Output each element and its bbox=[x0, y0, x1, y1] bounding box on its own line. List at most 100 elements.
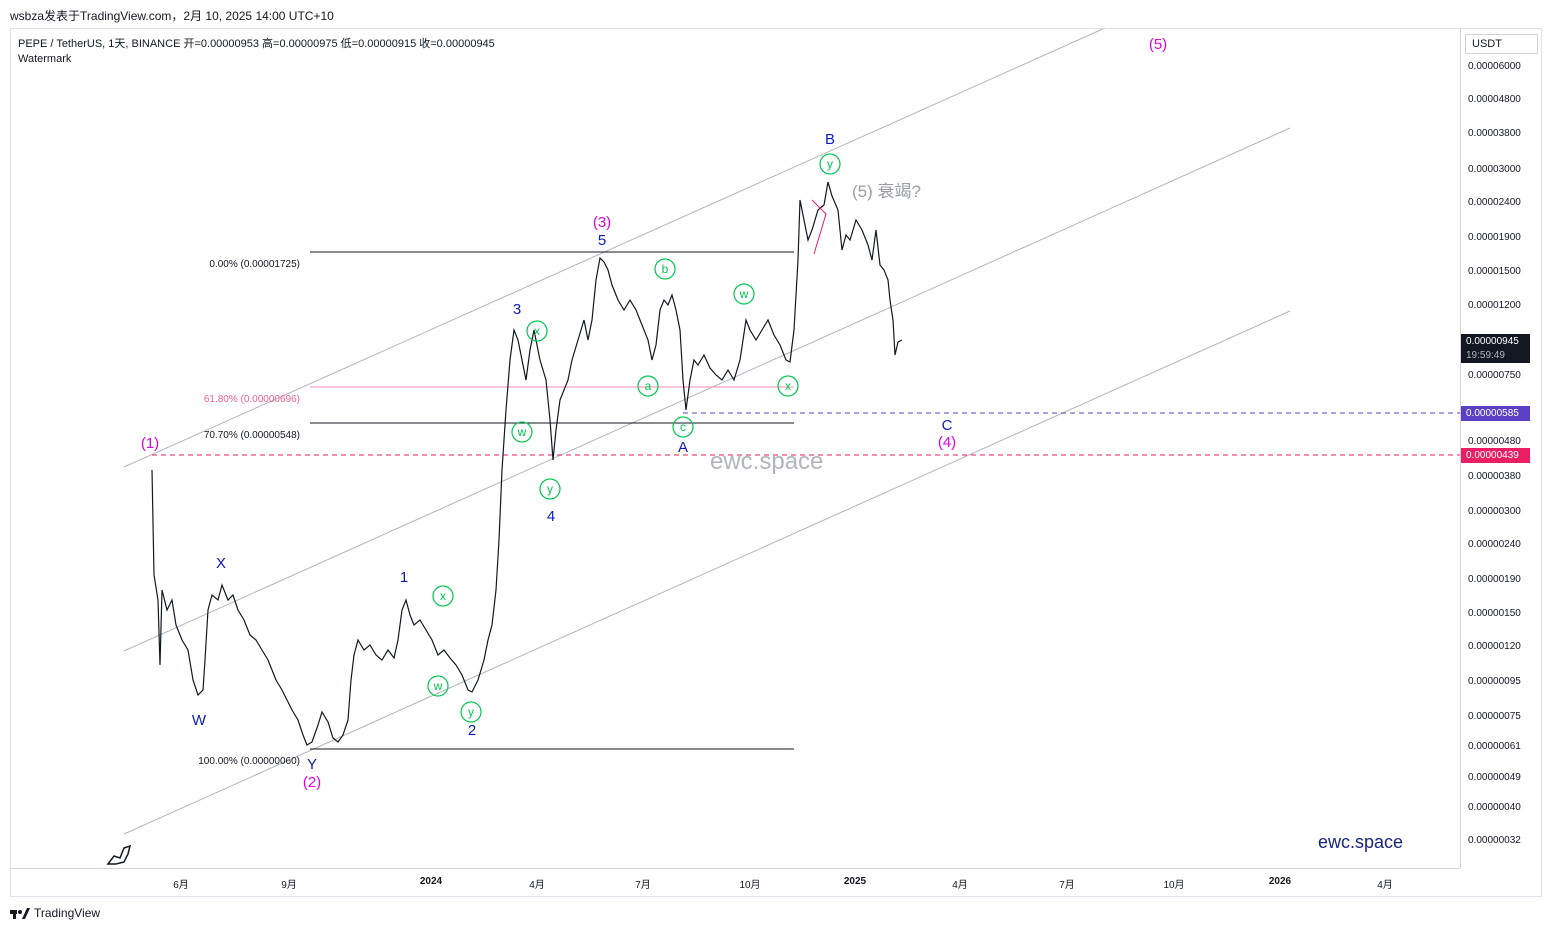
sub-wave-circle-x3 bbox=[777, 375, 799, 397]
fib-label-0: 0.00% (0.00001725) bbox=[209, 259, 300, 270]
fib-label-618: 61.80% (0.00000696) bbox=[204, 394, 300, 405]
exhaustion-annotation: (5) 衰竭? bbox=[852, 182, 921, 201]
sub-wave-y3: y bbox=[827, 157, 833, 171]
watermark-label: Watermark bbox=[18, 53, 72, 65]
sub-wave-circle-w3 bbox=[733, 283, 755, 305]
sub-wave-w2: w bbox=[517, 425, 527, 439]
sub-wave-y1: y bbox=[468, 705, 474, 719]
price-tick: 0.00000120 bbox=[1468, 641, 1521, 652]
sub-wave-circle-a bbox=[637, 375, 659, 397]
pink-marker bbox=[811, 199, 827, 255]
price-candles bbox=[151, 181, 903, 746]
center-watermark: ewc.space bbox=[710, 448, 824, 475]
price-tick: 0.00001900 bbox=[1468, 232, 1521, 243]
sub-wave-circle-w1 bbox=[427, 675, 449, 697]
sub-wave-x2: x bbox=[534, 324, 540, 338]
wave-A-label: A bbox=[678, 439, 688, 456]
last-price-value: 0.00000945 bbox=[1466, 336, 1519, 347]
sub-wave-circle-c bbox=[672, 416, 694, 438]
sub-wave-c: c bbox=[680, 420, 686, 434]
price-tick: 0.00000049 bbox=[1468, 772, 1521, 783]
time-tick: 4月 bbox=[529, 880, 545, 891]
sub-wave-circle-y2 bbox=[539, 478, 561, 500]
price-tick: 0.00000150 bbox=[1468, 608, 1521, 619]
price-tick: 0.00000032 bbox=[1468, 835, 1521, 846]
tradingview-dino-icon[interactable] bbox=[106, 844, 132, 865]
price-tick: 0.00000040 bbox=[1468, 802, 1521, 813]
wave-minor-1-label: 1 bbox=[400, 569, 408, 586]
chart-frame bbox=[10, 28, 1542, 897]
time-tick: 10月 bbox=[739, 880, 761, 891]
price-tick: 0.00000380 bbox=[1468, 471, 1521, 482]
sub-wave-y2: y bbox=[547, 482, 553, 496]
channel-mid-line[interactable] bbox=[123, 127, 1291, 652]
channel-top-line[interactable] bbox=[123, 27, 1106, 468]
footer[interactable]: TradingView bbox=[10, 906, 100, 920]
level-tag-0439[interactable]: 0.00000439 bbox=[1461, 448, 1530, 463]
time-tick: 2024 bbox=[419, 876, 443, 887]
time-tick: 10月 bbox=[1163, 880, 1185, 891]
time-tick: 7月 bbox=[635, 880, 651, 891]
time-tick: 9月 bbox=[281, 880, 297, 891]
price-tick: 0.00000075 bbox=[1468, 711, 1521, 722]
price-tick: 0.00000750 bbox=[1468, 370, 1521, 381]
wave-minor-2-label: 2 bbox=[468, 722, 476, 739]
currency-selector[interactable]: USDT bbox=[1465, 34, 1538, 54]
sub-wave-a: a bbox=[645, 379, 652, 393]
time-tick: 2025 bbox=[843, 876, 867, 887]
wave-Y-label: Y bbox=[307, 756, 317, 773]
wave-C-label: C bbox=[942, 417, 953, 434]
wave-X-label: X bbox=[216, 555, 226, 572]
fib-label-100: 100.00% (0.00000060) bbox=[198, 756, 300, 767]
time-axis[interactable] bbox=[10, 868, 1460, 897]
time-tick: 4月 bbox=[1377, 880, 1393, 891]
wave-B-label: B bbox=[825, 131, 835, 148]
price-axis[interactable] bbox=[1460, 28, 1543, 868]
wave-minor-4-label: 4 bbox=[547, 508, 555, 525]
price-tick: 0.00001500 bbox=[1468, 266, 1521, 277]
price-tick: 0.00000240 bbox=[1468, 539, 1521, 550]
price-tick: 0.00000300 bbox=[1468, 506, 1521, 517]
wave-4-label: (4) bbox=[938, 434, 956, 451]
channel-bottom-line[interactable] bbox=[123, 310, 1291, 835]
price-tick: 0.00002400 bbox=[1468, 197, 1521, 208]
wave-5-label: (5) bbox=[1149, 36, 1167, 53]
price-tick: 0.00004800 bbox=[1468, 94, 1521, 105]
footer-brand: TradingView bbox=[34, 906, 101, 920]
candle-countdown: 19:59:49 bbox=[1466, 350, 1505, 361]
sub-wave-x1: x bbox=[440, 589, 446, 603]
wave-3-label: (3) bbox=[593, 214, 611, 231]
fib-label-707: 70.70% (0.00000548) bbox=[204, 430, 300, 441]
sub-wave-w3: w bbox=[739, 287, 749, 301]
price-tick: 0.00000061 bbox=[1468, 741, 1521, 752]
wave-minor-5-label: 5 bbox=[598, 232, 606, 249]
symbol-legend[interactable]: PEPE / TetherUS, 1天, BINANCE 开=0.0000095… bbox=[18, 38, 495, 50]
price-tick: 0.00000190 bbox=[1468, 574, 1521, 585]
sub-wave-circle-b bbox=[654, 258, 676, 280]
level-tag-0585[interactable]: 0.00000585 bbox=[1461, 406, 1530, 421]
sub-wave-circle-w2 bbox=[511, 421, 533, 443]
wave-2-label: (2) bbox=[303, 774, 321, 791]
sub-wave-x3: x bbox=[785, 379, 791, 393]
sub-wave-circle-x1 bbox=[432, 585, 454, 607]
sub-wave-b: b bbox=[662, 262, 669, 276]
wave-minor-3-label: 3 bbox=[513, 301, 521, 318]
price-tick: 0.00000480 bbox=[1468, 436, 1521, 447]
time-tick: 6月 bbox=[173, 880, 189, 891]
sub-wave-circle-y3 bbox=[819, 153, 841, 175]
price-tick: 0.00001200 bbox=[1468, 300, 1521, 311]
last-price-tag[interactable]: 0.00000945 19:59:49 bbox=[1461, 334, 1530, 363]
price-tick: 0.00003800 bbox=[1468, 128, 1521, 139]
time-tick: 4月 bbox=[952, 880, 968, 891]
sub-wave-circle-x2 bbox=[526, 320, 548, 342]
price-tick: 0.00003000 bbox=[1468, 164, 1521, 175]
tradingview-logo-icon bbox=[10, 908, 30, 919]
wave-W-label: W bbox=[192, 712, 207, 729]
price-tick: 0.00006000 bbox=[1468, 61, 1521, 72]
wave-1-label: (1) bbox=[141, 435, 159, 452]
price-tick: 0.00000095 bbox=[1468, 676, 1521, 687]
publisher-line: wsbza发表于TradingView.com，2月 10, 2025 14:0… bbox=[10, 9, 334, 23]
time-tick: 7月 bbox=[1059, 880, 1075, 891]
sub-wave-w1: w bbox=[433, 679, 443, 693]
